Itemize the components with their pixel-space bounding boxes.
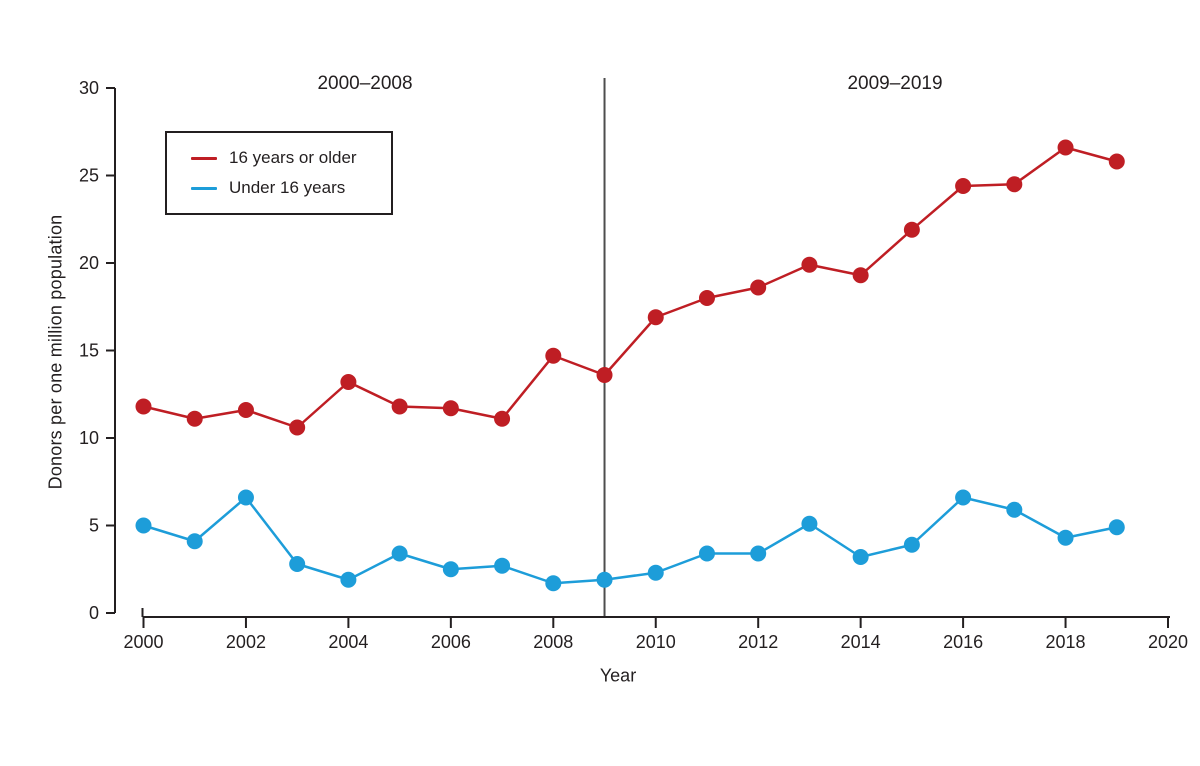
data-point-under-16-years-2002: [237, 489, 254, 506]
data-point-under-16-years-2014: [852, 549, 869, 565]
data-point-16-years-or-older-2019: [1108, 153, 1125, 170]
data-point-under-16-years-2000: [135, 517, 152, 534]
data-point-16-years-or-older-2018: [1057, 139, 1074, 156]
legend-label-under-16: Under 16 years: [229, 178, 346, 197]
data-point-under-16-years-2005: [391, 545, 408, 562]
legend-label-16-or-older: 16 years or older: [229, 148, 357, 167]
data-point-16-years-or-older-2008: [545, 347, 562, 364]
legend-swatch-16-or-older-icon: [191, 156, 217, 160]
series-line-under-16-years: [142, 496, 1119, 585]
data-point-16-years-or-older-2016: [955, 178, 972, 194]
data-point-16-years-or-older-2005: [391, 398, 408, 415]
data-point-16-years-or-older-2002: [237, 402, 254, 418]
x-tick-label: 2010: [636, 632, 676, 652]
x-tick-label: 2000: [123, 632, 163, 652]
x-tick-label: 2012: [738, 632, 778, 652]
data-point-16-years-or-older-2013: [801, 256, 818, 273]
data-point-under-16-years-2015: [903, 536, 920, 553]
data-point-under-16-years-2019: [1108, 519, 1125, 536]
y-tick-label: 25: [79, 166, 99, 186]
data-point-under-16-years-2006: [442, 561, 459, 578]
data-point-under-16-years-2011: [698, 545, 715, 562]
y-tick-label: 30: [79, 78, 99, 98]
data-point-under-16-years-2016: [955, 489, 972, 506]
data-point-16-years-or-older-2006: [442, 400, 459, 417]
x-tick-label: 2004: [328, 632, 368, 652]
legend-item-under-16: Under 16 years: [191, 175, 377, 201]
data-point-under-16-years-2012: [750, 545, 767, 562]
data-point-under-16-years-2009: [596, 571, 613, 588]
data-point-under-16-years-2010: [647, 564, 664, 581]
data-point-under-16-years-2003: [289, 556, 306, 572]
data-point-16-years-or-older-2015: [903, 221, 920, 238]
x-tick-label: 2018: [1046, 632, 1086, 652]
legend-swatch-under-16-icon: [191, 186, 217, 190]
x-tick-label: 2020: [1148, 632, 1188, 652]
y-tick-label: 0: [89, 603, 99, 623]
data-point-16-years-or-older-2000: [135, 398, 152, 415]
data-point-16-years-or-older-2003: [289, 419, 306, 436]
x-tick-label: 2008: [533, 632, 573, 652]
data-point-16-years-or-older-2011: [698, 290, 715, 306]
data-point-under-16-years-2004: [340, 571, 357, 588]
data-point-under-16-years-2001: [186, 533, 203, 550]
data-point-16-years-or-older-2007: [494, 410, 511, 427]
y-tick-label: 5: [89, 516, 99, 536]
x-tick-label: 2002: [226, 632, 266, 652]
data-point-16-years-or-older-2010: [647, 309, 664, 326]
y-tick-label: 20: [79, 253, 99, 273]
data-point-16-years-or-older-2001: [186, 410, 203, 427]
x-axis-title: Year: [599, 665, 637, 686]
x-tick-label: 2014: [841, 632, 881, 652]
data-point-16-years-or-older-2017: [1006, 176, 1023, 193]
x-tick-label: 2006: [431, 632, 471, 652]
y-tick-label: 10: [79, 428, 99, 448]
data-point-16-years-or-older-2004: [340, 374, 357, 390]
period-label-left: 2000–2008: [317, 73, 413, 94]
data-point-under-16-years-2013: [801, 515, 818, 532]
data-point-16-years-or-older-2014: [852, 267, 869, 284]
y-axis-title: Donors per one million population: [45, 214, 66, 490]
data-point-under-16-years-2018: [1057, 529, 1074, 546]
data-point-16-years-or-older-2012: [750, 279, 767, 296]
legend: 16 years or older Under 16 years: [165, 131, 393, 215]
series-line-16-years-or-older: [142, 146, 1119, 429]
x-tick-label: 2016: [943, 632, 983, 652]
data-point-16-years-or-older-2009: [596, 367, 613, 383]
legend-item-16-or-older: 16 years or older: [191, 145, 377, 171]
data-point-under-16-years-2017: [1006, 501, 1023, 518]
period-label-right: 2009–2019: [847, 73, 943, 94]
data-point-under-16-years-2008: [545, 575, 562, 592]
y-tick-label: 15: [79, 341, 99, 361]
data-point-under-16-years-2007: [494, 557, 511, 574]
